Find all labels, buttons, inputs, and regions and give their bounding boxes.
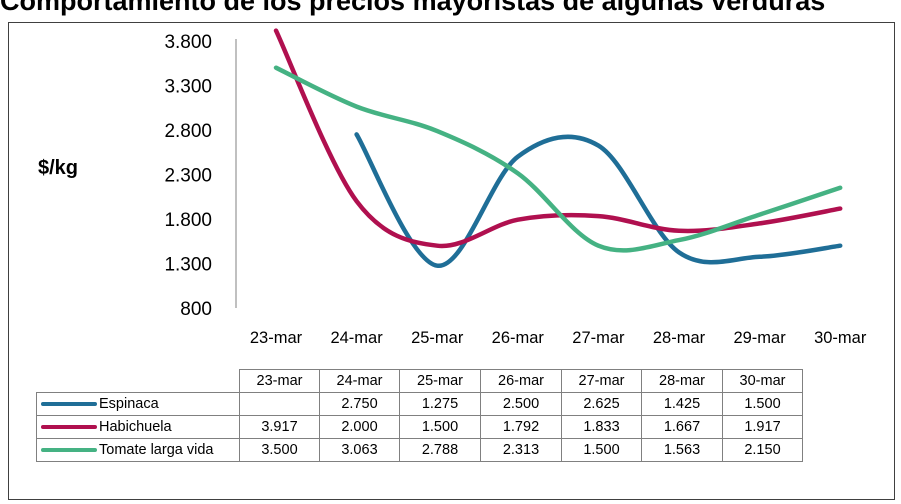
series-lines (273, 28, 843, 268)
table-cell: 2.000 (319, 415, 400, 439)
y-tick-label: 1.800 (164, 210, 212, 231)
y-tick-label: 3.300 (164, 77, 212, 98)
table-cell (239, 392, 320, 416)
table-header-cell: 24-mar (319, 369, 400, 393)
table-header-cell: 26-mar (480, 369, 562, 393)
y-tick-label: 1.300 (164, 255, 212, 276)
table-cell: 2.313 (480, 438, 562, 462)
table-row-espinaca: Espinaca 2.750 1.275 2.500 2.625 1.425 1… (36, 392, 803, 416)
table-cell: 2.500 (480, 392, 562, 416)
row-label: Espinaca (36, 392, 240, 416)
table-row-tomate: Tomate larga vida 3.500 3.063 2.788 2.31… (36, 438, 803, 462)
y-tick-label: 3.800 (164, 32, 212, 53)
table-header-row: 23-mar 24-mar 25-mar 26-mar 27-mar 28-ma… (36, 369, 803, 393)
chart-frame (8, 22, 895, 500)
table-header-cell: 23-mar (239, 369, 320, 393)
chart-title: Comportamiento de los precios mayoristas… (0, 0, 826, 16)
row-label-text: Espinaca (99, 396, 159, 412)
x-tick-label: 29-mar (733, 329, 786, 347)
table-header-cell: 27-mar (561, 369, 642, 393)
table-cell: 3.500 (239, 438, 320, 462)
x-tick-label: 27-mar (572, 329, 625, 347)
table-cell: 2.788 (399, 438, 481, 462)
y-tick-label: 2.300 (164, 166, 212, 187)
table-cell: 2.750 (319, 392, 400, 416)
table-header-cell: 28-mar (641, 369, 723, 393)
data-table: 23-mar 24-mar 25-mar 26-mar 27-mar 28-ma… (36, 369, 803, 462)
row-label: Habichuela (36, 415, 240, 439)
table-cell: 1.667 (641, 415, 723, 439)
table-cell: 2.150 (722, 438, 803, 462)
x-axis-ticks: 23-mar 24-mar 25-mar 26-mar 27-mar 28-mar 29-m… (250, 329, 867, 347)
x-tick-label: 30-mar (814, 329, 867, 347)
table-cell: 1.833 (561, 415, 642, 439)
table-cell: 1.500 (561, 438, 642, 462)
table-row-habichuela: Habichuela 3.917 2.000 1.500 1.792 1.833… (36, 415, 803, 439)
legend-key-habichuela (41, 425, 97, 430)
table-cell: 1.500 (722, 392, 803, 416)
table-cell: 1.917 (722, 415, 803, 439)
x-tick-label: 24-mar (330, 329, 383, 347)
x-tick-label: 28-mar (653, 329, 706, 347)
table-cell: 3.917 (239, 415, 320, 439)
x-tick-label: 26-mar (492, 329, 545, 347)
x-tick-label: 25-mar (411, 329, 464, 347)
table-cell: 1.425 (641, 392, 723, 416)
table-cell: 1.275 (399, 392, 481, 416)
table-cell: 1.500 (399, 415, 481, 439)
legend-key-tomate (41, 448, 97, 453)
legend-key-espinaca (41, 402, 97, 407)
table-header-cell: 30-mar (722, 369, 803, 393)
table-corner (36, 369, 240, 393)
table-cell: 3.063 (319, 438, 400, 462)
row-label-text: Habichuela (99, 419, 172, 435)
table-cell: 1.792 (480, 415, 562, 439)
row-label-text: Tomate larga vida (99, 442, 214, 458)
y-axis-ticks: 3.800 3.300 2.800 2.300 1.800 1.300 800 (164, 32, 212, 320)
table-cell: 2.625 (561, 392, 642, 416)
y-tick-label: 800 (180, 299, 212, 320)
table-header-cell: 25-mar (399, 369, 481, 393)
series-line-espinaca (354, 132, 843, 268)
y-tick-label: 2.800 (164, 121, 212, 142)
row-label: Tomate larga vida (36, 438, 240, 462)
table-cell: 1.563 (641, 438, 723, 462)
x-tick-label: 23-mar (250, 329, 303, 347)
y-axis-label: $/kg (38, 157, 79, 179)
series-line-habichuela (273, 28, 843, 249)
series-line-tomate (273, 65, 843, 253)
